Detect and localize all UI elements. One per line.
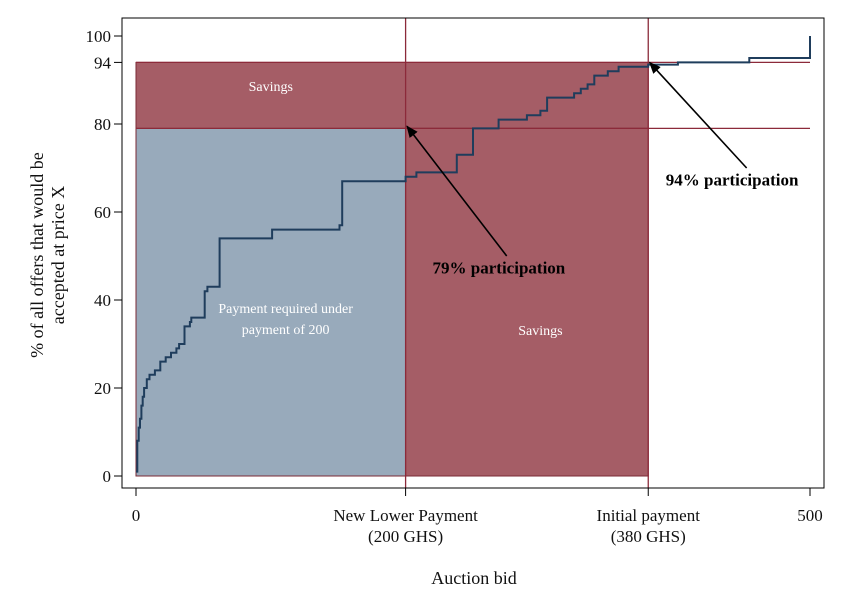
region-payment (135, 127, 407, 477)
region-savings-right (405, 127, 649, 477)
y-tick-label-20: 20 (94, 379, 111, 398)
annotation-text-0: 79% participation (433, 259, 566, 278)
x-tick-sublabel-200: (200 GHS) (368, 527, 443, 546)
annotation-arrow-0 (406, 125, 508, 257)
annotations: 79% participation 94% participation (406, 61, 799, 278)
x-tick-label-500: 500 (797, 506, 823, 525)
y-tick-label-94: 94 (94, 53, 112, 72)
y-tick-label-40: 40 (94, 291, 111, 310)
y-tick-label-0: 0 (103, 467, 112, 486)
annotation-text-1: 94% participation (666, 171, 799, 190)
x-tick-label-200: New Lower Payment (333, 506, 478, 525)
y-axis: 0 20 40 60 80 94 100 (86, 27, 122, 486)
y-tick-label-80: 80 (94, 115, 111, 134)
y-tick-label-100: 100 (86, 27, 112, 46)
plot-frame (121, 17, 825, 489)
region-label2-payment: payment of 200 (242, 323, 330, 338)
region-labels: Payment required under payment of 200 Savi… (218, 80, 562, 339)
cumulative-curve (136, 36, 811, 473)
x-axis-title: Auction bid (431, 568, 517, 588)
y-tick-label-60: 60 (94, 203, 111, 222)
region-label-payment: Payment required under (218, 302, 353, 317)
y-axis-title-line2: accepted at price X (48, 186, 68, 324)
x-tick-label-380: Initial payment (597, 506, 701, 525)
x-tick-sublabel-380: (380 GHS) (611, 527, 686, 546)
annotation-arrow-1 (648, 61, 748, 169)
region-savings-top (135, 61, 649, 129)
region-label-savings-right: Savings (518, 324, 562, 339)
y-axis-title-line1: % of all offers that would be (27, 152, 47, 358)
x-tick-label-0: 0 (132, 506, 141, 525)
x-axis: 0 New Lower Payment (200 GHS) Initial payme… (132, 488, 823, 546)
shaded-regions (135, 61, 649, 477)
series-line-0 (136, 36, 811, 473)
region-label-savings-top: Savings (249, 80, 293, 95)
